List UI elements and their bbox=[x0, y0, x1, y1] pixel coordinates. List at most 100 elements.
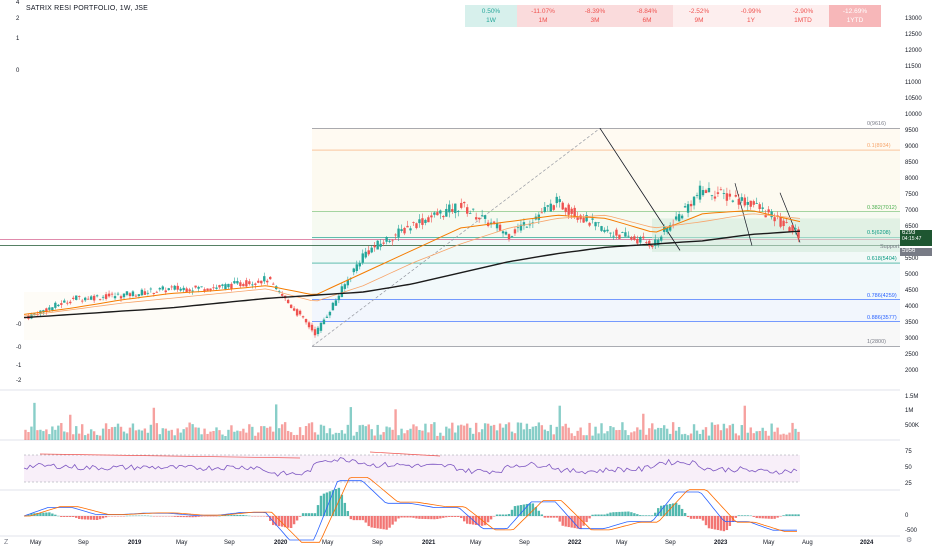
candle-body bbox=[376, 240, 379, 250]
time-tick: Sep bbox=[78, 540, 89, 546]
price-tick: 10500 bbox=[905, 96, 922, 102]
volume-bar bbox=[698, 433, 702, 440]
price-tick: 8500 bbox=[905, 160, 919, 166]
volume-bar bbox=[197, 427, 200, 440]
volume-bar bbox=[579, 427, 582, 440]
price-tick: 11500 bbox=[905, 64, 922, 70]
candle-body bbox=[322, 319, 326, 325]
candle-body bbox=[758, 204, 761, 209]
macd-histogram-bar bbox=[200, 516, 203, 517]
candle-body bbox=[540, 212, 544, 214]
macd-histogram-bar bbox=[436, 516, 439, 520]
support-line-label: Support bbox=[880, 244, 900, 250]
time-tick: 2020 bbox=[274, 540, 288, 546]
candle-body bbox=[436, 212, 439, 216]
candle-body bbox=[615, 229, 618, 236]
volume-bar bbox=[266, 427, 269, 440]
macd-histogram-bar bbox=[671, 503, 675, 516]
macd-histogram-bar bbox=[555, 516, 558, 518]
volume-bar bbox=[424, 423, 427, 440]
macd-histogram-bar bbox=[355, 516, 358, 521]
time-axis[interactable]: May Sep 2019 May Sep 2020 May Sep 2021 May Sep 2022… bbox=[0, 536, 900, 550]
time-tick: Aug bbox=[802, 540, 813, 546]
candle-body bbox=[152, 293, 156, 294]
volume-bar bbox=[340, 430, 344, 440]
candle-body bbox=[719, 189, 723, 191]
macd-histogram-bar bbox=[743, 515, 746, 516]
time-tick: May bbox=[176, 540, 188, 546]
macd-histogram-bar bbox=[275, 516, 278, 526]
volume-bar bbox=[251, 426, 254, 440]
zoom-icon[interactable]: Z bbox=[4, 539, 9, 546]
candle-body bbox=[364, 251, 367, 258]
volume-bar bbox=[191, 424, 194, 440]
candle-body bbox=[191, 290, 194, 292]
candle-body bbox=[295, 309, 299, 316]
volume-bar bbox=[263, 426, 266, 440]
volume-bar bbox=[325, 433, 329, 440]
price-tick: 13000 bbox=[905, 16, 922, 22]
candle-body bbox=[251, 284, 254, 286]
volume-bar bbox=[648, 428, 651, 440]
volume-bar bbox=[651, 423, 654, 440]
macd-histogram-bar bbox=[352, 516, 355, 521]
gear-icon[interactable]: ⚙ bbox=[906, 537, 913, 544]
macd-histogram-bar bbox=[710, 516, 714, 529]
volume-bar bbox=[606, 431, 609, 440]
candle-body bbox=[75, 295, 78, 300]
candle-body bbox=[388, 240, 391, 242]
macd-histogram-bar bbox=[576, 516, 579, 529]
candle-body bbox=[57, 304, 60, 307]
volume-bar bbox=[236, 430, 239, 440]
price-tick: 7000 bbox=[905, 208, 919, 214]
candle-body bbox=[269, 276, 272, 280]
candle-body bbox=[773, 217, 776, 222]
candle-body bbox=[564, 207, 567, 213]
macd-histogram-bar bbox=[382, 516, 385, 530]
candle-body bbox=[137, 294, 141, 297]
macd-histogram-bar bbox=[489, 516, 493, 520]
macd-histogram-bar bbox=[707, 516, 711, 529]
volume-bar bbox=[516, 422, 520, 440]
time-tick: May bbox=[322, 540, 334, 546]
time-tick: Sep bbox=[519, 540, 530, 546]
volume-bar bbox=[110, 427, 114, 440]
volume-bar bbox=[301, 435, 305, 440]
volume-bar bbox=[728, 425, 732, 440]
volume-bar bbox=[725, 428, 729, 440]
candle-body bbox=[636, 238, 639, 244]
volume-bar bbox=[382, 432, 385, 440]
volume-bar bbox=[125, 433, 129, 440]
macd-histogram-bar bbox=[283, 516, 287, 528]
volume-bar bbox=[116, 423, 120, 440]
macd-histogram-bar bbox=[633, 513, 636, 516]
macd-histogram-bar bbox=[230, 515, 233, 516]
candle-body bbox=[307, 322, 311, 328]
candle-body bbox=[69, 301, 72, 304]
macd-histogram-bar bbox=[495, 514, 499, 516]
macd-histogram-bar bbox=[313, 513, 317, 516]
volume-bar bbox=[764, 430, 767, 440]
macd-histogram-bar bbox=[397, 516, 400, 519]
macd-histogram-bar bbox=[239, 514, 242, 516]
candle-body bbox=[716, 192, 720, 194]
candle-body bbox=[263, 276, 266, 282]
volume-bar bbox=[701, 429, 705, 440]
macd-histogram-bar bbox=[713, 516, 717, 530]
candle-body bbox=[576, 217, 579, 220]
volume-bar bbox=[674, 430, 678, 440]
candle-body bbox=[54, 302, 57, 308]
macd-histogram-bar bbox=[409, 516, 412, 518]
candle-body bbox=[30, 314, 33, 319]
candle-body bbox=[797, 229, 800, 239]
volume-bar bbox=[654, 429, 657, 440]
volume-bar bbox=[442, 435, 445, 440]
fib-zone bbox=[312, 150, 900, 212]
macd-histogram-bar bbox=[543, 516, 547, 518]
volume-bar bbox=[779, 434, 782, 440]
macd-signal-line bbox=[24, 477, 797, 543]
candle-body bbox=[525, 226, 529, 228]
perf-cell-6m: -8.84% 6M bbox=[621, 5, 673, 27]
